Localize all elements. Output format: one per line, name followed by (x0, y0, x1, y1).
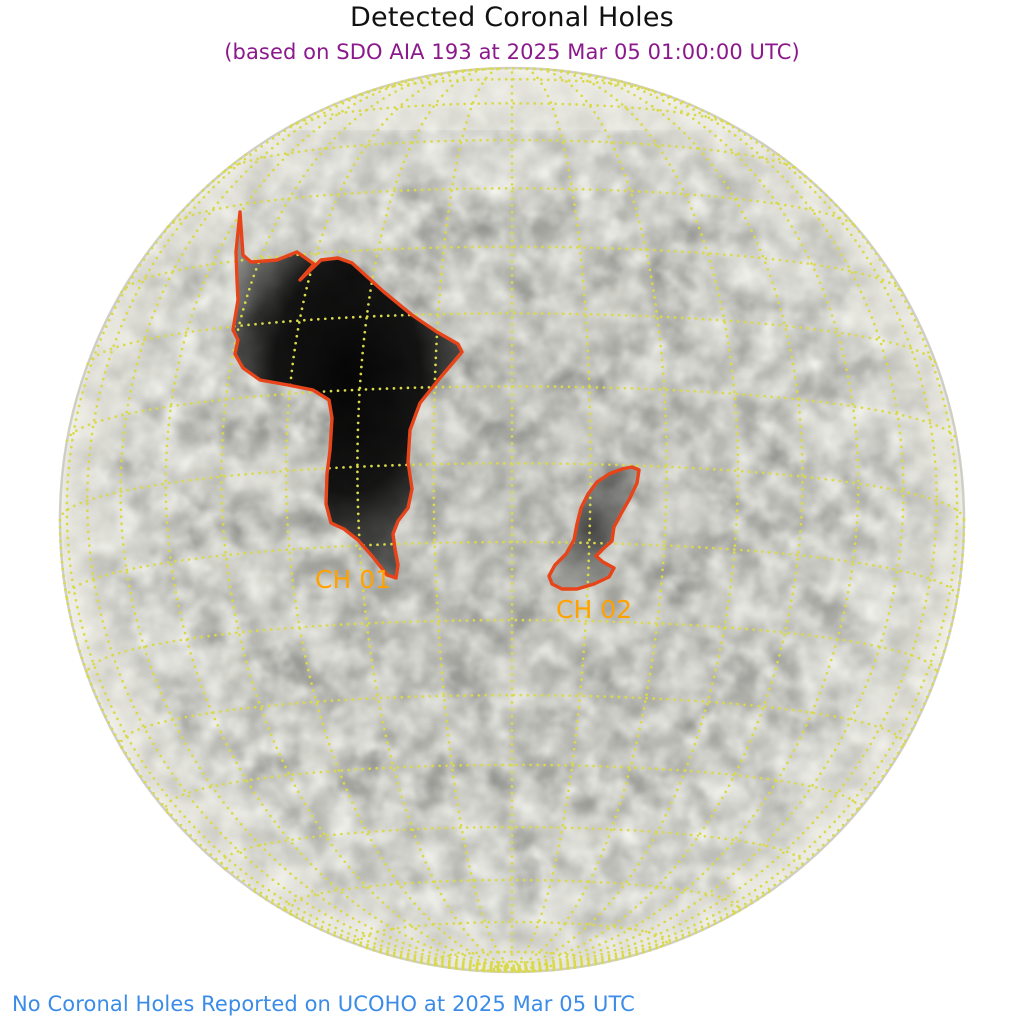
ucoho-report-status: No Coronal Holes Reported on UCOHO at 20… (12, 992, 635, 1016)
page-subtitle: (based on SDO AIA 193 at 2025 Mar 05 01:… (224, 40, 800, 64)
coronal-hole-label-ch02: CH 02 (556, 595, 632, 624)
page-title: Detected Coronal Holes (350, 2, 674, 33)
coronal-hole-label-ch01: CH 01 (315, 565, 391, 594)
coronal-hole-contour-ch01 (231, 210, 464, 580)
coronal-hole-contour-ch02 (547, 465, 641, 591)
